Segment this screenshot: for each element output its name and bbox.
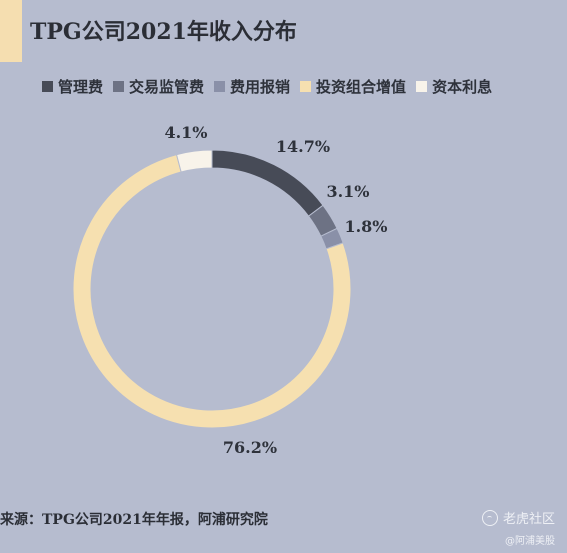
legend-item-management-fee: 管理费 — [42, 76, 103, 97]
legend-item-portfolio-appreciation: 投资组合增值 — [300, 76, 406, 97]
legend-swatch — [300, 81, 312, 92]
slice-data-label-3: 76.2% — [223, 438, 277, 457]
donut-slice-3 — [72, 153, 352, 429]
legend-label: 费用报销 — [230, 78, 291, 96]
legend-item-expense-reimbursement: 费用报销 — [214, 76, 290, 97]
watermark-brand: 老虎社区 — [502, 512, 555, 527]
legend-swatch — [416, 81, 428, 92]
tiger-logo-icon — [481, 509, 498, 526]
donut-slice-4 — [175, 149, 213, 173]
legend-label: 投资组合增值 — [316, 78, 407, 96]
page-title: TPG公司2021年收入分布 — [30, 19, 297, 45]
slice-data-label-2: 1.8% — [344, 217, 387, 236]
legend-item-transaction-fee: 交易监管费 — [113, 76, 204, 97]
legend-item-capital-interest: 资本利息 — [416, 76, 492, 97]
slice-data-label-4: 4.1% — [164, 123, 207, 142]
legend-swatch — [214, 81, 226, 92]
slice-data-label-0: 14.7% — [276, 137, 330, 156]
watermark: 老虎社区 — [481, 508, 555, 527]
source-note: 来源：TPG公司2021年年报，阿浦研究院 — [0, 512, 268, 528]
title-accent-bar — [0, 0, 22, 62]
chart-legend: 管理费 交易监管费 费用报销 投资组合增值 资本利息 — [42, 76, 492, 97]
legend-label: 交易监管费 — [129, 78, 205, 96]
legend-label: 管理费 — [58, 78, 104, 96]
legend-swatch — [42, 81, 53, 92]
watermark-handle: @阿浦美股 — [505, 536, 555, 547]
slice-data-label-1: 3.1% — [326, 182, 369, 201]
legend-label: 资本利息 — [432, 78, 493, 96]
legend-swatch — [113, 81, 125, 92]
donut-slice-0 — [211, 149, 324, 217]
